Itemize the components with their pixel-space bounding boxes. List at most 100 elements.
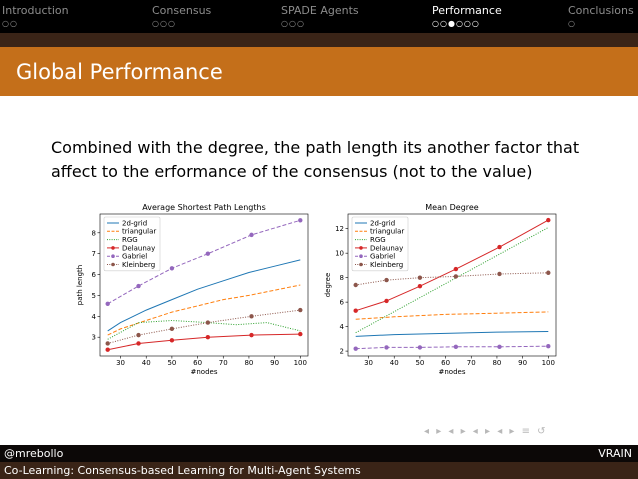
data-point-kleinberg (546, 270, 551, 275)
y-tick-label: 4 (92, 313, 97, 321)
data-point-kleinberg (205, 320, 211, 325)
chart-title: Mean Degree (425, 203, 479, 212)
data-point-delaunay (136, 341, 141, 346)
legend-entry-gabriel: Gabriel (122, 253, 147, 261)
x-tick-label: 40 (390, 359, 399, 367)
x-tick-label: 40 (142, 359, 151, 367)
legend-entry-triangular: triangular (370, 228, 404, 236)
y-tick-label: 8 (340, 274, 344, 282)
x-tick-label: 100 (542, 359, 555, 367)
data-point-kleinberg (453, 274, 459, 279)
beamer-navigation-controls[interactable]: ◂ ▸ ◂ ▸ ◂ ▸ ◂ ▸ ≡ ↺ (424, 426, 548, 437)
footer-title-bar: Co-Learning: Consensus-based Learning fo… (0, 462, 638, 479)
nav-section-introduction[interactable]: Introduction (2, 4, 69, 17)
data-point-delaunay (384, 298, 389, 304)
data-point-delaunay (105, 347, 110, 352)
chart-average-shortest-path-svg: Average Shortest Path Lengths 30 40 50 60 70 8… (76, 203, 309, 376)
nav-dots-spade-agents[interactable]: ○○○ (281, 19, 305, 28)
nav-section-consensus[interactable]: Consensus (152, 4, 212, 17)
series-line-2d-grid (107, 259, 301, 332)
nav-dots-consensus[interactable]: ○○○ (152, 19, 176, 28)
data-point-gabriel (546, 344, 551, 349)
y-tick-label: 2 (340, 348, 344, 356)
data-point-gabriel (105, 301, 110, 306)
data-point-gabriel (169, 266, 175, 271)
y-axis-label: path length (76, 265, 84, 305)
data-point-gabriel (298, 218, 303, 223)
legend-marker-delaunay (359, 246, 363, 250)
data-point-kleinberg (384, 277, 389, 283)
data-point-kleinberg (136, 332, 141, 338)
series-line-rgg (107, 319, 301, 340)
data-point-gabriel (497, 344, 502, 350)
legend-marker-gabriel (111, 254, 115, 258)
data-point-kleinberg (105, 341, 110, 346)
chart-mean-degree-svg: Mean Degree 30 40 50 60 70 80 90 100 2 4 6 8 10 12 #nod… (324, 203, 557, 376)
chart-average-shortest-path: Average Shortest Path Lengths 30 40 50 60 70 8… (74, 198, 314, 380)
x-tick-label: 90 (270, 359, 279, 367)
nav-dots-introduction[interactable]: ○○ (2, 19, 18, 28)
y-tick-label: 3 (92, 334, 96, 342)
data-point-delaunay (497, 244, 502, 250)
data-point-gabriel (353, 346, 358, 351)
frame-title: Global Performance (16, 60, 223, 84)
plot-frame (347, 213, 557, 357)
slide-body-text: Combined with the degree, the path lengt… (51, 138, 580, 181)
data-point-delaunay (298, 331, 303, 337)
legend-box (103, 216, 161, 272)
data-point-kleinberg (353, 282, 358, 288)
nav-section-conclusions[interactable]: Conclusions (568, 4, 634, 17)
series-line-triangular (355, 311, 549, 320)
legend-marker-gabriel (359, 254, 363, 258)
series-line-delaunay (107, 333, 301, 351)
data-point-delaunay (169, 338, 175, 343)
y-tick-label: 4 (340, 323, 345, 331)
footer-talk-title: Co-Learning: Consensus-based Learning fo… (4, 464, 361, 477)
legend-entry-kleinberg: Kleinberg (370, 261, 403, 269)
nav-section-spade-agents[interactable]: SPADE Agents (281, 4, 359, 17)
x-tick-label: 100 (294, 359, 307, 367)
legend-entry-2d-grid: 2d-grid (122, 219, 147, 227)
series-line-delaunay (355, 219, 549, 312)
chart-title: Average Shortest Path Lengths (142, 203, 266, 212)
data-point-gabriel (417, 345, 423, 350)
legend-entry-delaunay: Delaunay (370, 244, 403, 252)
y-tick-label: 6 (92, 271, 97, 279)
legend-entry-rgg: RGG (370, 236, 386, 244)
x-tick-label: 80 (492, 359, 501, 367)
section-navigation: Introduction ○○ Consensus ○○○ SPADE Agen… (0, 0, 638, 33)
data-point-gabriel (136, 283, 141, 289)
data-point-delaunay (205, 335, 211, 340)
frame-title-bar: Global Performance (0, 47, 638, 96)
series-line-rgg (355, 227, 549, 334)
x-tick-label: 30 (364, 359, 373, 367)
legend-box (351, 216, 409, 272)
data-point-gabriel (249, 232, 254, 238)
series-line-kleinberg (355, 272, 549, 286)
data-point-gabriel (205, 251, 211, 256)
footer-author: @mrebollo (4, 447, 64, 460)
data-point-kleinberg (497, 271, 502, 277)
x-tick-label: 30 (116, 359, 125, 367)
legend-marker-delaunay (111, 246, 115, 250)
data-point-kleinberg (298, 307, 303, 313)
x-axis-label: #nodes (439, 368, 466, 376)
x-tick-label: 90 (518, 359, 527, 367)
x-axis-label: #nodes (191, 368, 218, 376)
legend-entry-rgg: RGG (122, 236, 138, 244)
data-point-kleinberg (169, 326, 175, 332)
legend-entry-2d-grid: 2d-grid (370, 219, 395, 227)
series-line-triangular (107, 284, 301, 336)
data-point-delaunay (453, 266, 459, 272)
x-tick-label: 50 (167, 359, 176, 367)
y-axis-label: degree (324, 273, 332, 298)
nav-dots-conclusions[interactable]: ○ (568, 19, 576, 28)
nav-divider-strip (0, 33, 638, 47)
x-tick-label: 70 (219, 359, 228, 367)
nav-section-performance[interactable]: Performance (432, 4, 502, 17)
data-point-delaunay (417, 284, 423, 289)
y-tick-label: 6 (340, 299, 345, 307)
y-tick-label: 5 (92, 292, 96, 300)
nav-dots-performance[interactable]: ○○●○○○ (432, 19, 480, 28)
plot-frame (99, 213, 309, 357)
